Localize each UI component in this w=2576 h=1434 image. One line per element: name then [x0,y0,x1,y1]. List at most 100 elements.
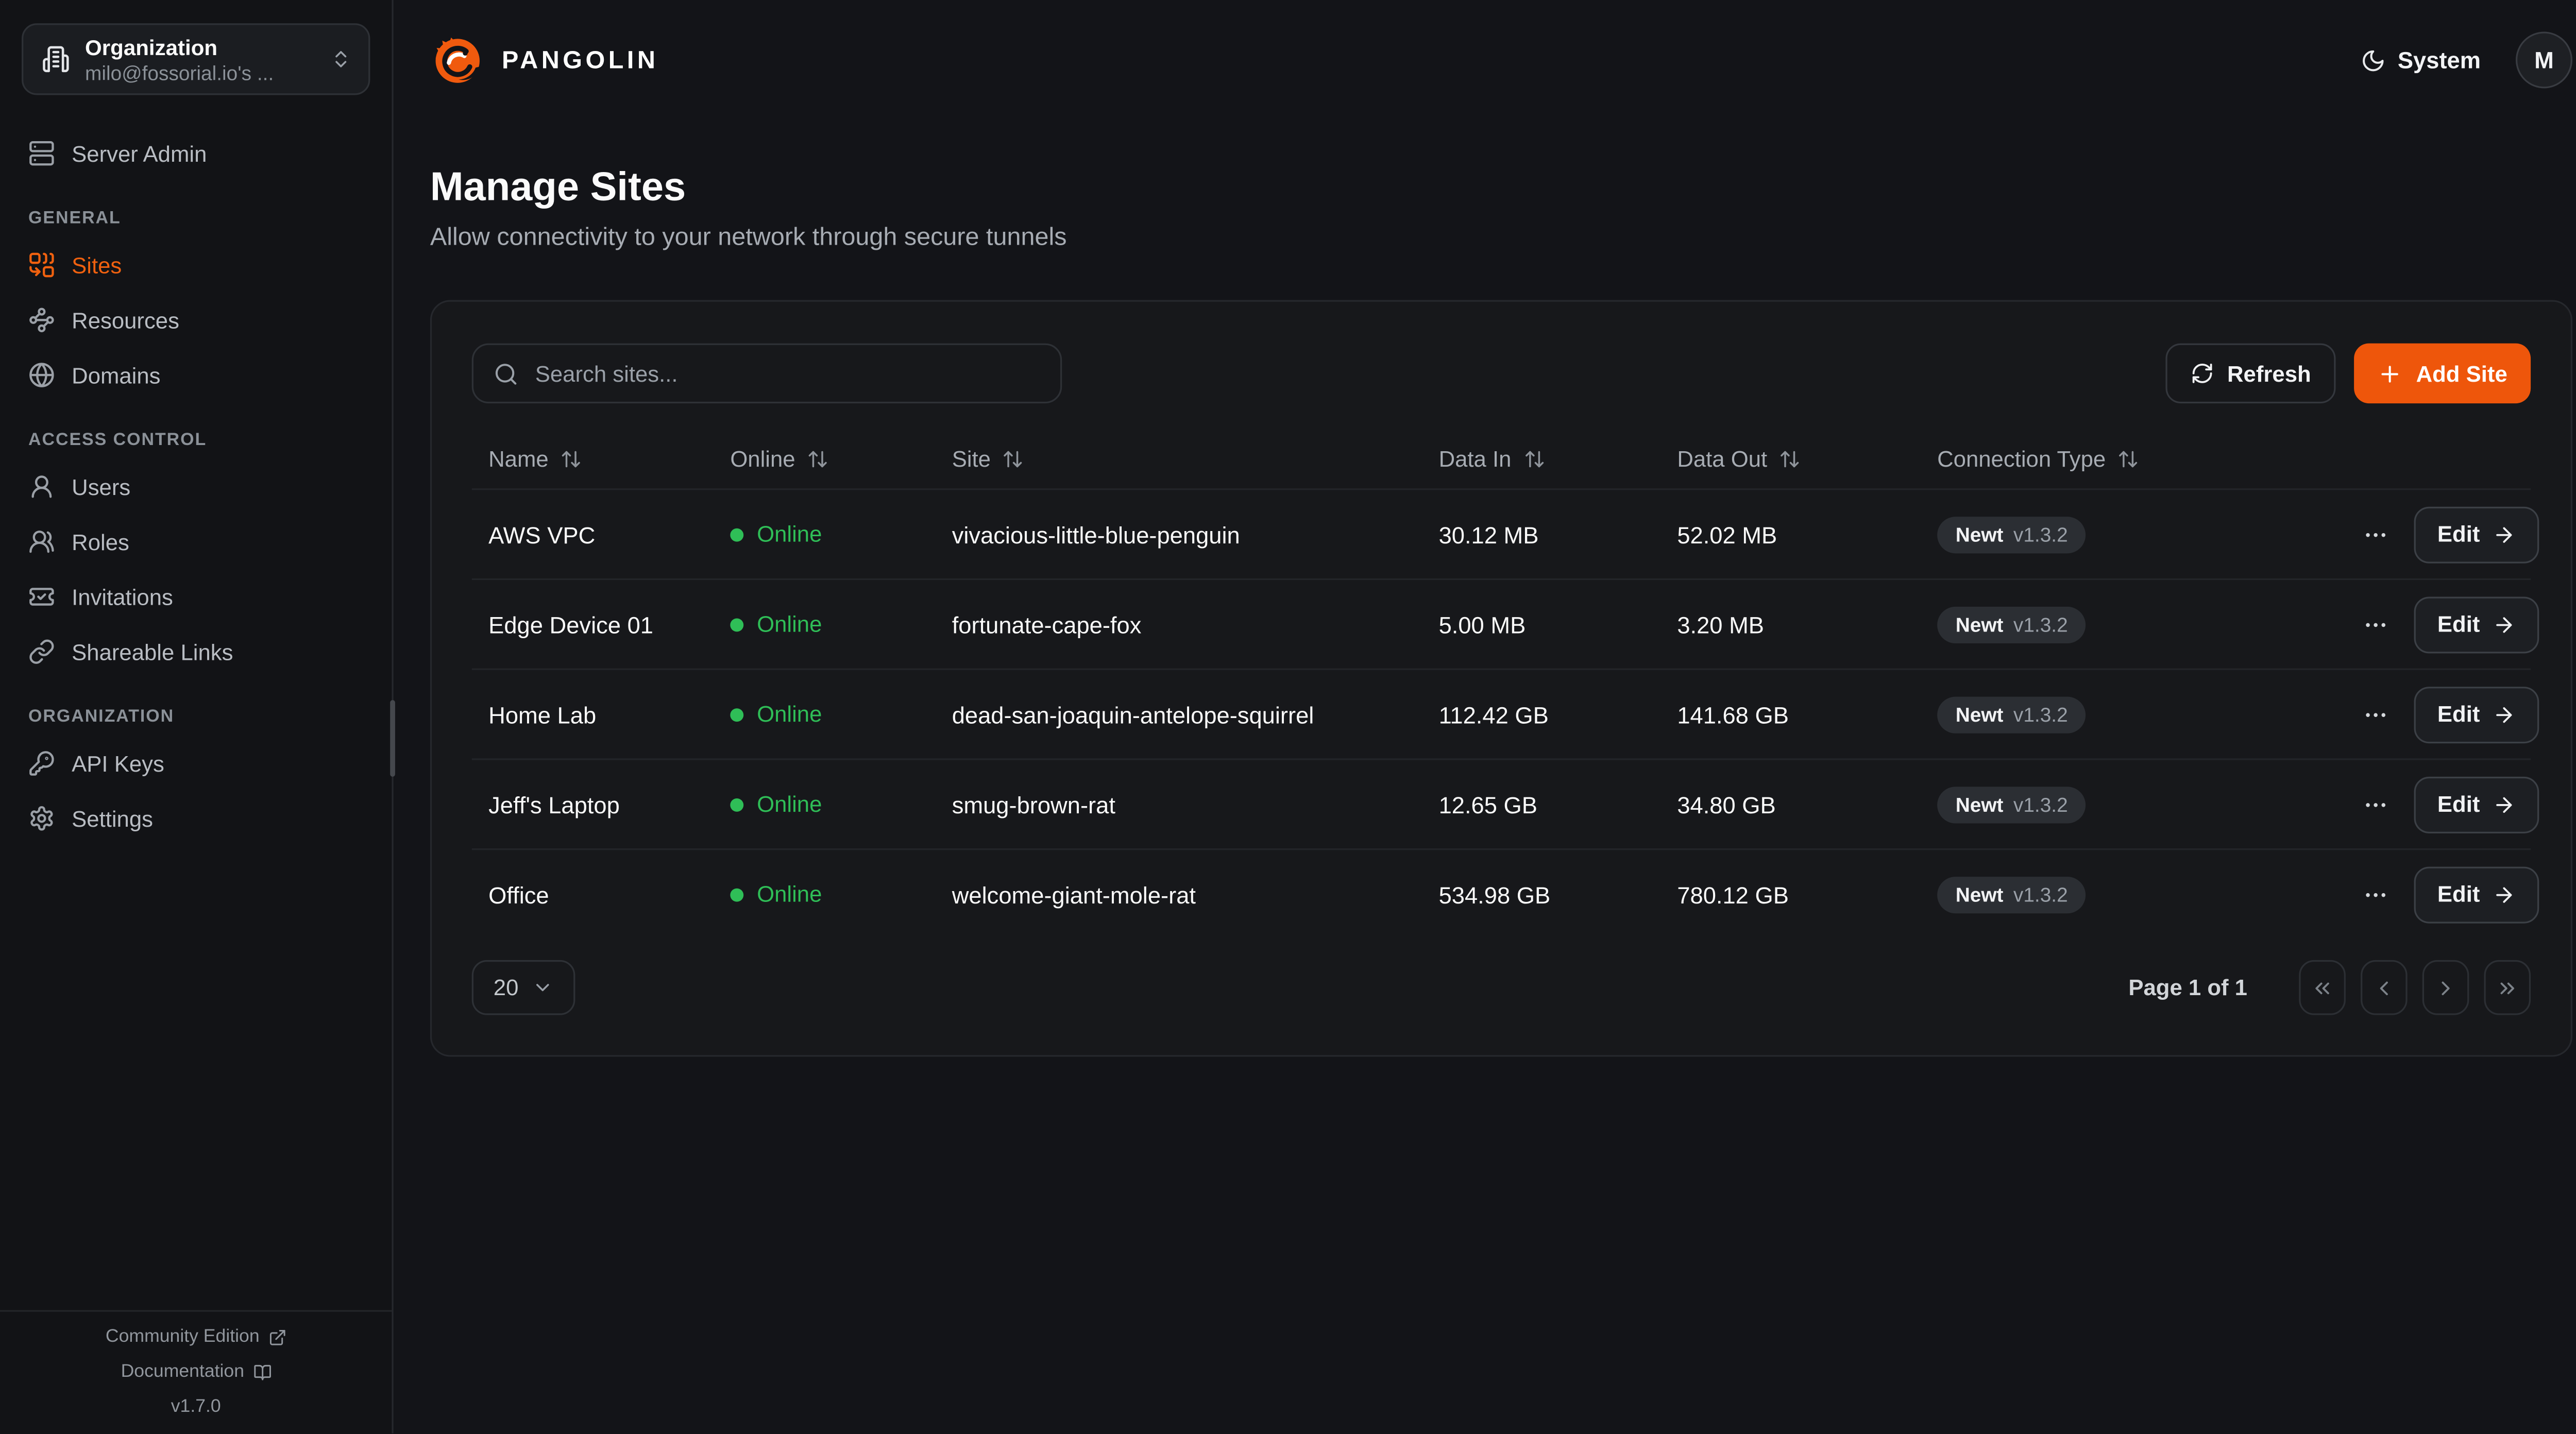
sidebar-item-shareable-links[interactable]: Shareable Links [22,631,370,672]
first-page-button[interactable] [2299,960,2346,1015]
documentation-link[interactable]: Documentation [121,1362,271,1382]
sort-icon [808,450,827,467]
column-header-site[interactable]: Site [952,446,1439,471]
row-actions: Edit [2359,595,2552,653]
refresh-button[interactable]: Refresh [2165,343,2336,404]
data-in-cell: 112.42 GB [1438,701,1549,728]
sidebar-scrollbar[interactable] [390,700,395,777]
site-name-cell: Home Lab [488,701,597,728]
next-page-button[interactable] [2422,960,2469,1015]
section-label-general: GENERAL [28,208,121,229]
online-status-cell: Online [730,792,952,817]
sidebar-item-settings[interactable]: Settings [22,798,370,839]
sites-table: Name Online Site Data In [471,429,2538,938]
sort-icon [1004,450,1023,467]
data-in-cell: 30.12 MB [1438,521,1539,548]
ticket-check-icon [28,584,55,610]
table-row: Edge Device 01 Online fortunate-cape-fox… [471,580,2538,670]
site-name-cell: Office [488,881,549,908]
site-name-cell: Edge Device 01 [488,610,653,638]
external-link-icon [269,1329,285,1345]
chevron-down-icon [536,984,549,992]
add-site-button[interactable]: Add Site [2354,343,2531,404]
brand[interactable]: PANGOLIN [430,32,659,88]
online-status-cell: Online [730,612,952,637]
column-header-name[interactable]: Name [488,446,730,471]
sidebar-item-server-admin[interactable]: Server Admin [22,133,370,174]
online-dot-icon [730,617,744,631]
community-edition-link[interactable]: Community Edition [106,1327,286,1347]
data-in-cell: 5.00 MB [1438,610,1526,638]
edit-button[interactable]: Edit [2414,866,2538,923]
site-id-cell: fortunate-cape-fox [952,610,1142,638]
org-title: Organization [85,34,218,59]
waypoints-icon [28,306,55,333]
combine-icon [28,252,55,279]
online-dot-icon [730,527,744,541]
table-body: AWS VPC Online vivacious-little-blue-pen… [471,490,2538,938]
last-page-button[interactable] [2484,960,2531,1015]
arrow-right-icon [2495,706,2511,722]
edit-button[interactable]: Edit [2414,776,2538,833]
row-menu-button[interactable] [2359,607,2393,641]
ellipsis-icon [2366,892,2386,896]
org-selector[interactable]: Organization milo@fossorial.io's ... [22,23,370,95]
refresh-icon [2192,363,2212,383]
online-status-cell: Online [730,882,952,907]
section-label-access-control: ACCESS CONTROL [28,430,207,450]
connection-type-cell: Newt v1.3.2 [1937,695,2359,733]
chevrons-right-icon [2500,981,2515,994]
table-header: Name Online Site Data In [471,429,2531,490]
data-in-cell: 12.65 GB [1438,791,1538,818]
sidebar-item-resources[interactable]: Resources [22,300,370,340]
row-actions: Edit [2359,866,2552,923]
chevrons-up-down-icon [335,51,347,67]
toolbar: Refresh Add Site [471,343,2531,404]
theme-selector[interactable]: System [2361,47,2481,73]
row-menu-button[interactable] [2359,878,2393,911]
connection-badge: Newt v1.3.2 [1937,695,2087,733]
server-icon [28,140,55,167]
online-dot-icon [730,887,744,901]
sidebar-item-domains[interactable]: Domains [22,355,370,395]
previous-page-button[interactable] [2361,960,2408,1015]
column-header-data-out[interactable]: Data Out [1677,446,1937,471]
sidebar-item-invitations[interactable]: Invitations [22,577,370,617]
user-avatar[interactable]: M [2515,31,2572,89]
page-size-select[interactable]: 20 [471,960,575,1015]
online-dot-icon [730,797,744,811]
edit-button[interactable]: Edit [2414,595,2538,653]
sidebar-item-roles[interactable]: Roles [22,522,370,562]
page-info: Page 1 of 1 [2128,975,2247,1000]
edit-button[interactable]: Edit [2414,506,2538,563]
column-header-connection-type[interactable]: Connection Type [1937,446,2359,471]
search-icon [494,361,519,386]
online-status-cell: Online [730,702,952,727]
plus-icon [2378,361,2403,386]
data-out-cell: 780.12 GB [1677,881,1789,908]
sidebar-item-sites[interactable]: Sites [22,245,370,285]
connection-badge: Newt v1.3.2 [1937,786,2087,823]
data-out-cell: 52.02 MB [1677,521,1777,548]
sites-card: Refresh Add Site Name Online [430,300,2572,1057]
sidebar-item-api-keys[interactable]: API Keys [22,743,370,783]
gear-icon [28,805,55,832]
row-menu-button[interactable] [2359,518,2393,551]
chevron-right-icon [2442,981,2450,995]
edit-button[interactable]: Edit [2414,686,2538,743]
row-menu-button[interactable] [2359,697,2393,731]
row-menu-button[interactable] [2359,788,2393,821]
connection-type-cell: Newt v1.3.2 [1937,786,2359,823]
search-input[interactable] [532,359,1041,388]
data-out-cell: 3.20 MB [1677,610,1765,638]
sidebar-item-users[interactable]: Users [22,467,370,507]
column-header-data-in[interactable]: Data In [1439,446,1677,471]
page-title: Manage Sites [430,165,686,210]
data-out-cell: 34.80 GB [1677,791,1776,818]
data-out-cell: 141.68 GB [1677,701,1789,728]
column-header-online[interactable]: Online [730,446,952,471]
section-label-organization: ORGANIZATION [28,707,175,727]
row-actions: Edit [2359,506,2552,563]
ellipsis-icon [2366,622,2386,626]
